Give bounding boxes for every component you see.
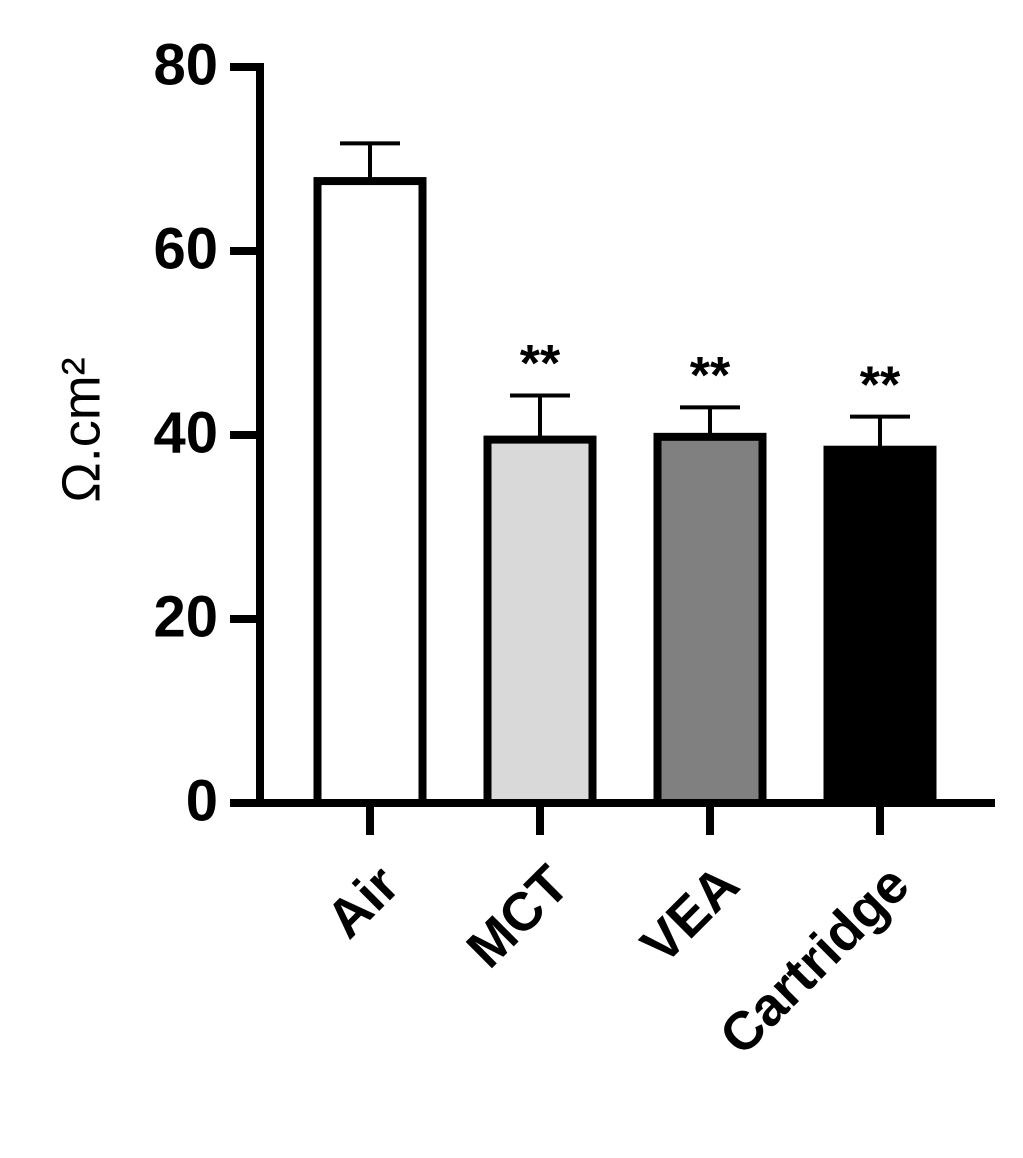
x-tick-label: VEA	[630, 854, 751, 975]
significance-label: **	[860, 356, 901, 414]
bar	[653, 432, 767, 807]
y-tick-label: 80	[153, 32, 218, 97]
y-tick-label: 40	[153, 400, 218, 465]
y-tick-label: 0	[186, 768, 218, 833]
x-tick-label: Air	[315, 854, 410, 949]
significance-label: **	[690, 347, 731, 405]
bar	[823, 445, 937, 807]
bar	[483, 435, 597, 807]
y-tick-label: 20	[153, 584, 218, 649]
bar	[313, 177, 427, 807]
y-axis-label: Ω.cm²	[51, 357, 111, 502]
y-tick-label: 60	[153, 216, 218, 281]
x-tick-label: MCT	[455, 854, 580, 979]
significance-label: **	[520, 335, 561, 393]
x-tick-label: Cartridge	[708, 854, 920, 1066]
